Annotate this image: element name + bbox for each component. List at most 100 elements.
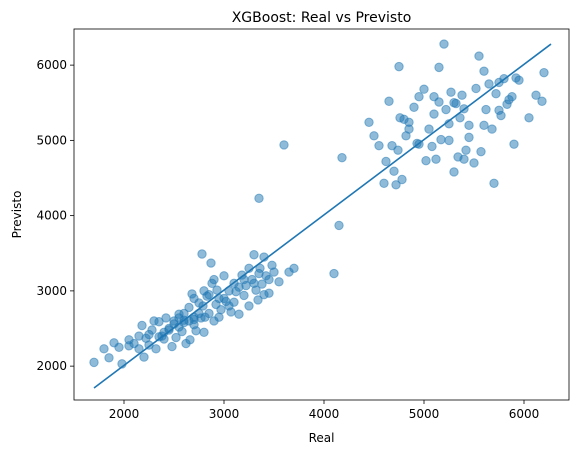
y-tick-label: 2000: [36, 359, 67, 373]
data-point: [419, 84, 429, 94]
data-point: [234, 309, 244, 319]
data-point: [374, 140, 384, 151]
data-point: [479, 66, 489, 76]
data-point: [524, 113, 534, 123]
y-tick-label: 6000: [36, 58, 67, 72]
data-point: [494, 105, 504, 115]
data-point: [329, 268, 339, 279]
data-point: [189, 314, 199, 325]
data-point: [144, 329, 154, 340]
data-point: [384, 96, 394, 106]
data-point: [481, 104, 491, 115]
data-point: [253, 295, 263, 305]
data-point: [161, 313, 171, 323]
data-point: [244, 301, 254, 311]
data-point: [364, 117, 374, 128]
data-point: [421, 155, 431, 166]
data-point: [264, 274, 274, 285]
y-tick-label: 5000: [36, 133, 67, 147]
x-axis-ticks: 2000 3000 4000 5000 6000: [109, 400, 539, 421]
data-point: [239, 290, 249, 301]
reference-line: [93, 43, 552, 389]
data-point: [491, 89, 501, 99]
data-point: [199, 327, 209, 337]
data-point: [394, 61, 404, 72]
data-point: [185, 335, 195, 345]
data-point: [436, 134, 446, 145]
data-point: [259, 289, 269, 300]
data-point: [114, 342, 124, 353]
data-point: [214, 312, 224, 322]
data-point: [514, 75, 524, 85]
data-point: [487, 124, 497, 134]
data-point: [209, 274, 219, 285]
data-point: [434, 97, 444, 107]
data-point: [391, 180, 401, 190]
x-tick-label: 2000: [109, 407, 140, 421]
data-point: [254, 193, 264, 204]
data-point: [269, 267, 279, 277]
data-point: [99, 344, 109, 354]
y-axis-ticks: 2000 3000 4000 5000 6000: [36, 58, 74, 373]
data-point: [424, 124, 434, 134]
data-point: [434, 62, 444, 73]
data-point: [531, 90, 541, 100]
data-point: [484, 79, 494, 89]
data-point: [379, 178, 389, 188]
x-tick-label: 3000: [209, 407, 240, 421]
data-point: [489, 178, 499, 188]
data-point: [199, 286, 209, 296]
data-point: [234, 282, 244, 292]
data-point: [229, 297, 239, 307]
x-axis-label: Real: [309, 431, 335, 445]
reference-line-group: [93, 43, 552, 389]
data-point: [471, 83, 481, 94]
data-point: [474, 51, 484, 61]
data-point: [134, 344, 144, 354]
data-point: [509, 139, 519, 149]
data-point: [537, 96, 547, 106]
data-point: [414, 92, 424, 102]
data-point: [444, 135, 454, 146]
data-point: [479, 120, 489, 131]
data-point: [449, 167, 459, 177]
y-tick-label: 3000: [36, 284, 67, 298]
data-point: [274, 277, 284, 287]
data-point: [191, 326, 201, 336]
data-point: [381, 156, 391, 167]
data-point: [404, 124, 414, 134]
data-point: [389, 166, 399, 176]
data-point: [334, 220, 344, 231]
data-point: [137, 320, 147, 331]
data-point: [289, 263, 299, 274]
data-point: [469, 158, 479, 168]
data-point: [464, 120, 474, 131]
data-point: [139, 352, 149, 362]
data-point: [429, 109, 439, 119]
data-point: [439, 39, 449, 49]
y-axis-label: Previsto: [10, 191, 24, 239]
data-point: [461, 145, 471, 155]
data-point: [397, 174, 407, 185]
data-point: [219, 293, 229, 304]
data-point: [151, 344, 161, 354]
data-point: [409, 102, 419, 112]
x-tick-label: 4000: [309, 407, 340, 421]
data-point: [124, 335, 134, 345]
data-point: [464, 132, 474, 143]
data-point: [393, 145, 403, 155]
data-point: [369, 131, 379, 141]
data-point: [254, 268, 264, 279]
data-point: [446, 87, 456, 97]
data-point: [204, 308, 214, 319]
data-point: [337, 152, 347, 163]
data-point: [449, 98, 459, 108]
data-point: [189, 293, 199, 304]
data-point: [167, 341, 177, 352]
x-tick-label: 5000: [409, 407, 440, 421]
data-point: [457, 90, 467, 100]
data-point: [431, 154, 441, 164]
data-point: [279, 140, 289, 150]
data-point: [455, 113, 465, 123]
